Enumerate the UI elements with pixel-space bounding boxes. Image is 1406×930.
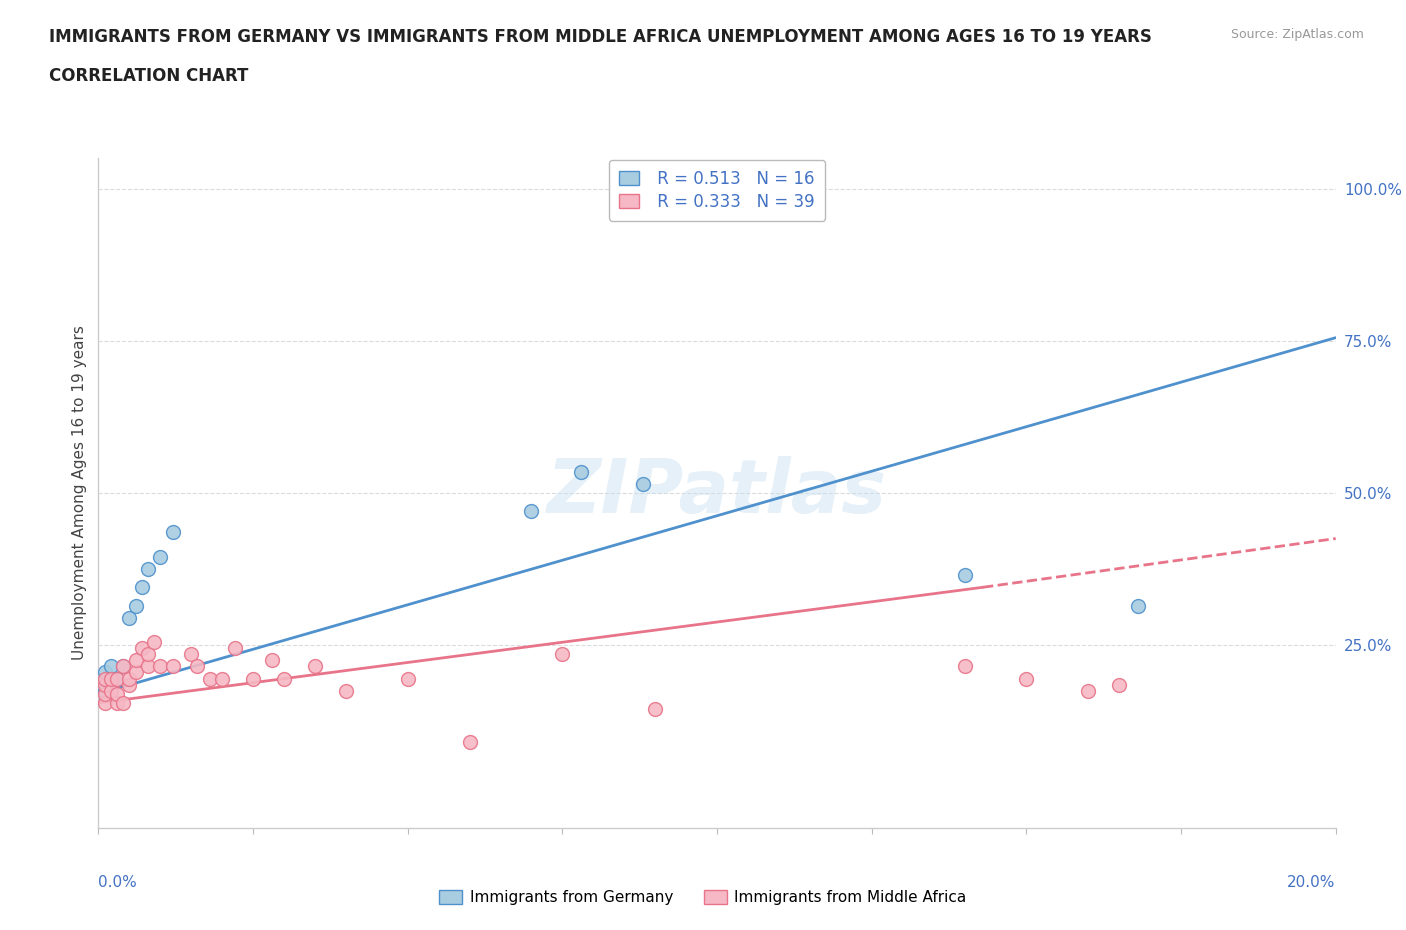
Point [396,671,419,686]
Point [100,684,122,698]
Text: CORRELATION CHART: CORRELATION CHART [49,67,249,85]
Point [1015,671,1038,686]
Point [93,696,115,711]
Point [149,659,172,674]
Point [162,525,184,540]
Point [953,567,976,582]
Point [211,671,233,686]
Point [143,634,166,649]
Point [198,671,221,686]
Point [224,641,246,656]
Point [105,696,128,711]
Y-axis label: Unemployment Among Ages 16 to 19 years: Unemployment Among Ages 16 to 19 years [72,326,87,660]
Point [136,659,159,674]
Legend:  R = 0.513   N = 16,  R = 0.333   N = 39: R = 0.513 N = 16, R = 0.333 N = 39 [609,160,825,220]
Point [569,464,592,479]
Point [1126,598,1149,613]
Point [112,696,135,711]
Point [93,677,115,692]
Point [124,653,146,668]
Point [953,659,976,674]
Point [105,671,128,686]
Point [520,504,543,519]
Point [260,653,283,668]
Text: 20.0%: 20.0% [1288,874,1336,890]
Point [100,671,122,686]
Point [93,684,115,698]
Text: IMMIGRANTS FROM GERMANY VS IMMIGRANTS FROM MIDDLE AFRICA UNEMPLOYMENT AMONG AGES: IMMIGRANTS FROM GERMANY VS IMMIGRANTS FR… [49,28,1152,46]
Text: 0.0%: 0.0% [98,874,138,890]
Point [162,659,184,674]
Point [124,665,146,680]
Point [180,646,202,661]
Point [118,610,141,625]
Point [1077,684,1099,698]
Point [105,671,128,686]
Point [631,476,654,491]
Legend: Immigrants from Germany, Immigrants from Middle Africa: Immigrants from Germany, Immigrants from… [432,883,974,913]
Point [136,562,159,577]
Point [112,659,135,674]
Point [124,598,146,613]
Point [93,671,115,686]
Text: ZIPatlas: ZIPatlas [547,457,887,529]
Point [149,550,172,565]
Point [105,686,128,701]
Point [335,684,357,698]
Point [304,659,326,674]
Point [118,677,141,692]
Point [551,646,574,661]
Text: Source: ZipAtlas.com: Source: ZipAtlas.com [1230,28,1364,41]
Point [1108,677,1130,692]
Point [131,641,153,656]
Point [136,646,159,661]
Point [458,735,481,750]
Point [273,671,295,686]
Point [100,659,122,674]
Point [93,665,115,680]
Point [112,659,135,674]
Point [186,659,208,674]
Point [118,671,141,686]
Point [242,671,264,686]
Point [644,701,666,716]
Point [131,579,153,594]
Point [93,686,115,701]
